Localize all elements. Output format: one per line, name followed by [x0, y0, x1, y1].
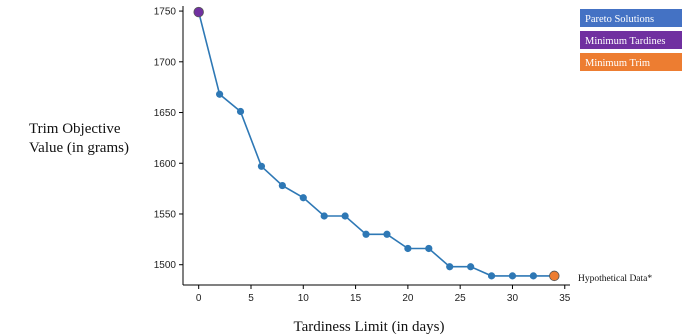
x-tick-label: 35 [559, 293, 571, 304]
pareto-point [278, 181, 286, 190]
y-tick-label: 1750 [154, 7, 177, 18]
pareto-point [257, 162, 266, 170]
pareto-point [236, 107, 245, 116]
ticks: 0 5 10 15 20 25 30 35 1500 1550 1600 1650 1700 1750 [154, 7, 571, 304]
minimum-trim-point [549, 270, 560, 282]
x-tick-label: 15 [350, 293, 362, 304]
x-tick-label: 10 [298, 293, 310, 304]
pareto-point [487, 272, 496, 280]
x-tick-label: 20 [402, 293, 414, 304]
legend-label-pareto-solutions: Pareto Solutions [585, 14, 654, 25]
legend-swatch-minimum-trim [580, 53, 682, 71]
y-tick-label: 1500 [154, 260, 177, 271]
y-tick-label: 1650 [154, 108, 177, 119]
minimum-tardiness-point [193, 6, 204, 18]
pareto-point [404, 244, 412, 253]
pareto-point [425, 244, 433, 253]
pareto-point [320, 212, 328, 220]
pareto-line [197, 11, 555, 277]
pareto-point [299, 194, 307, 202]
pareto-point [446, 263, 454, 271]
pareto-point [508, 272, 517, 280]
x-tick-label: 5 [248, 293, 254, 304]
pareto-point [341, 212, 349, 220]
x-axis-title: Tardiness Limit (in days) [293, 319, 444, 335]
pareto-point [362, 230, 370, 238]
legend: Pareto Solutions Minimum Tardines Minimu… [580, 9, 682, 71]
y-tick-label: 1700 [154, 57, 177, 68]
legend-label-minimum-tardiness: Minimum Tardines [585, 36, 665, 47]
pareto-point [383, 230, 391, 238]
pareto-point [529, 272, 537, 280]
pareto-point [216, 90, 224, 98]
x-tick-label: 0 [196, 293, 202, 304]
legend-swatch-minimum-tardiness [580, 31, 682, 49]
hypothetical-data-note: Hypothetical Data* [578, 274, 652, 284]
series-line-group [197, 11, 555, 277]
pareto-point [467, 263, 475, 271]
legend-label-minimum-trim: Minimum Trim [585, 58, 650, 69]
y-axis-title-line-2: Value (in grams) [29, 140, 129, 156]
legend-swatch-pareto-solutions [580, 9, 682, 27]
y-axis-title-line-1: Trim Objective [29, 121, 121, 137]
y-tick-label: 1550 [154, 209, 177, 220]
data-points [193, 6, 560, 282]
x-tick-label: 25 [455, 293, 467, 304]
y-tick-label: 1600 [154, 159, 177, 170]
x-tick-label: 30 [507, 293, 519, 304]
axes [182, 6, 570, 286]
